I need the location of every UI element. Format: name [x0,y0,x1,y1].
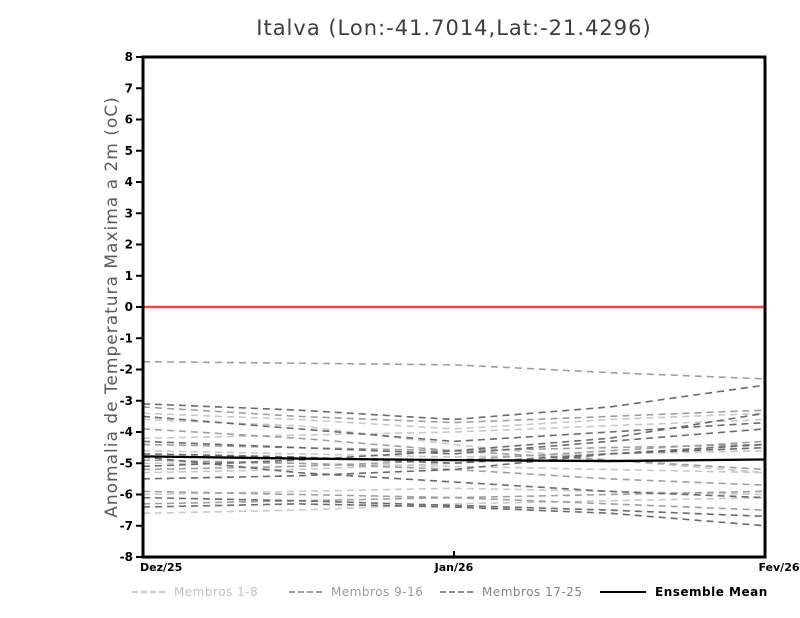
y-tick-label: -2 [120,363,133,377]
ensemble-mean-line-sample [600,591,646,593]
member-line-group1-8 [142,496,766,515]
legend-label: Membros 17-25 [482,585,583,599]
member-line-group2-3 [142,428,766,471]
x-tick-label: Jan/26 [434,561,474,574]
member-line-group3-5 [142,456,766,499]
legend-item-ensemble-mean: Ensemble Mean [600,585,768,599]
y-tick-label: 1 [125,269,133,283]
legend-label: Membros 9-16 [331,585,424,599]
y-tick-label: -8 [120,550,133,564]
member-line-group2-2 [142,406,766,424]
y-tick-label: 3 [125,206,133,220]
member-line-group3-6 [142,412,766,468]
member-line-group2-1 [142,360,766,380]
member-line-group3-4 [142,443,766,465]
y-tick-label: 8 [125,50,133,64]
y-tick-label: 4 [125,175,133,189]
y-tick-label: -6 [120,488,133,502]
member-line-group3-8 [142,496,766,518]
legend-label: Membros 1-8 [174,585,259,599]
member-line-group1-1 [142,412,766,430]
y-tick-label: -1 [120,331,133,345]
x-tick-label: Fev/26 [758,561,799,574]
legend-label: Ensemble Mean [655,585,768,599]
member-line-group1-3 [142,418,766,440]
member-line-group3-9 [142,503,766,527]
member-line-group2-4 [142,443,766,452]
legend-item-members-17-25: Membros 17-25 [440,585,583,599]
member-line-group2-7 [142,490,766,511]
members-9-16-line-sample [289,591,322,593]
legend-item-members-1-8: Membros 1-8 [132,585,258,599]
member-line-group1-7 [142,487,766,496]
y-tick-label: 5 [125,144,133,158]
member-line-group2-6 [142,440,766,471]
member-line-group3-1 [142,384,766,421]
chart-legend: Membros 1-8 Membros 9-16 Membros 17-25 E… [0,585,800,609]
member-line-group3-2 [142,415,766,443]
member-line-group1-5 [143,462,766,474]
y-tick-label: 2 [125,238,133,252]
chart-title: Italva (Lon:-41.7014,Lat:-21.4296) [256,16,652,40]
y-tick-label: 7 [125,81,133,95]
ensemble-mean-line [142,455,766,463]
y-tick-label: -5 [120,456,133,470]
y-tick-label: 6 [125,113,133,127]
member-line-group3-7 [142,446,766,480]
member-line-group1-2 [142,418,766,474]
x-tick-label: Dez/25 [140,561,182,574]
y-tick-label: -3 [120,394,133,408]
member-line-group2-5 [142,459,766,486]
member-line-group3-3 [142,428,766,455]
legend-item-members-9-16: Membros 9-16 [289,585,423,599]
y-tick-label: 0 [125,300,133,314]
y-tick-label: -7 [120,519,133,533]
member-line-group1-4 [142,449,766,458]
y-tick-label: -4 [120,425,133,439]
members-1-8-line-sample [132,591,165,593]
members-17-25-line-sample [440,591,473,593]
